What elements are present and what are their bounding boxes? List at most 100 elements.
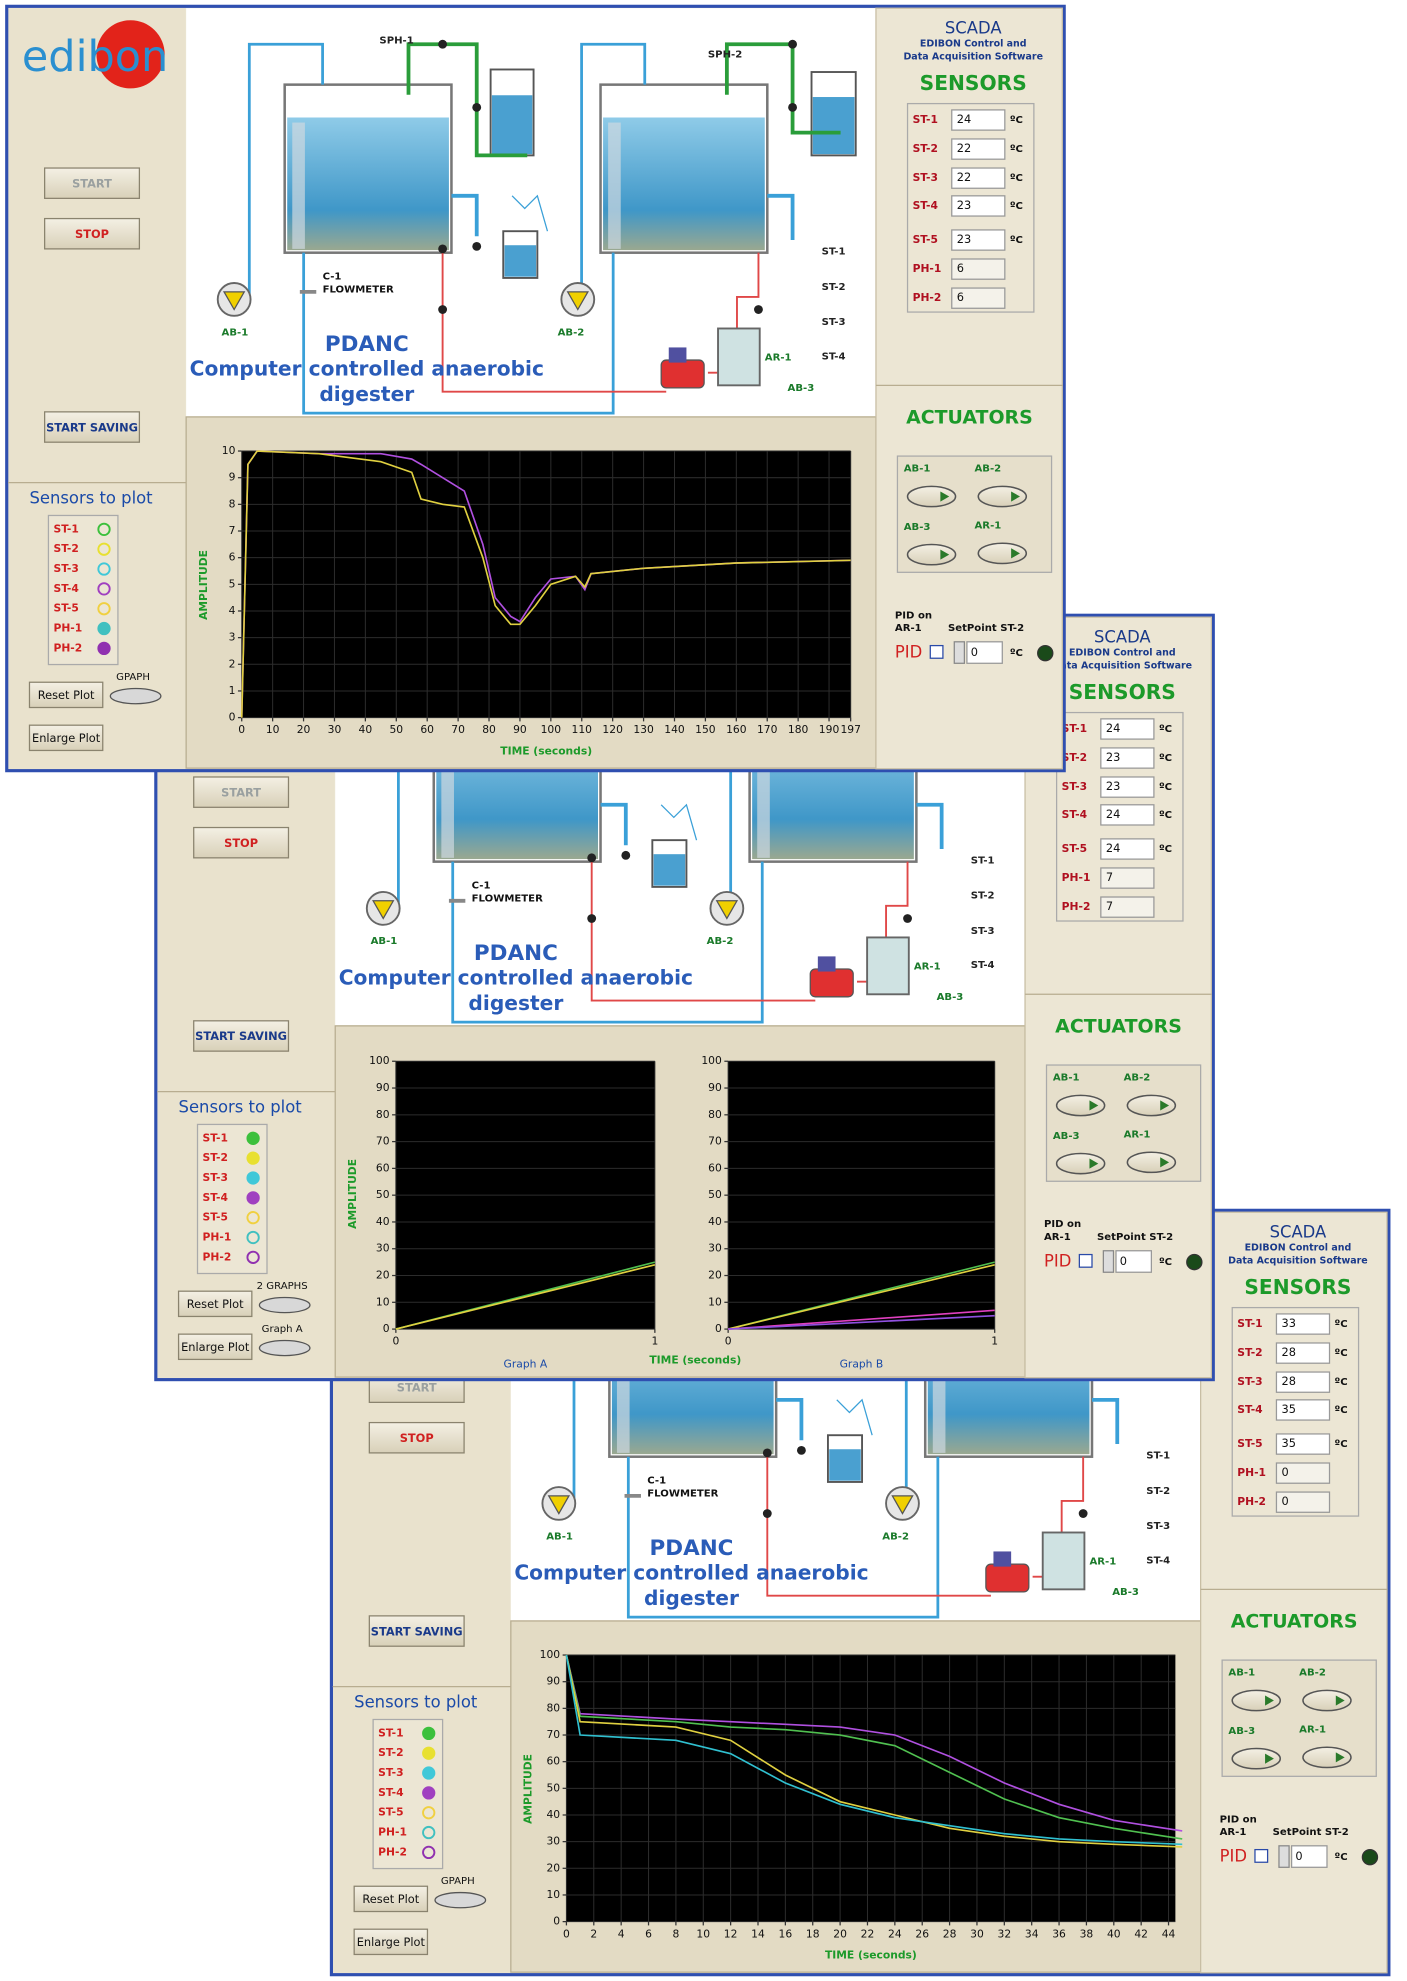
- sensor-value-box: [1275, 1462, 1331, 1484]
- diagram-label: AR-1: [765, 353, 792, 364]
- reset-plot-button[interactable]: [28, 681, 104, 709]
- plot-sensor-led[interactable]: [422, 1746, 436, 1760]
- actuator-button[interactable]: [1231, 1689, 1281, 1712]
- setpoint-spinner[interactable]: [1102, 1250, 1115, 1273]
- setpoint-spinner[interactable]: [953, 641, 966, 664]
- pid-checkbox[interactable]: [929, 644, 944, 659]
- plot-sensor-led[interactable]: [422, 1806, 436, 1820]
- start-button[interactable]: [193, 776, 290, 808]
- plot-sensor-led[interactable]: [246, 1191, 260, 1205]
- toggle-switch[interactable]: [258, 1339, 311, 1357]
- x-tick-label: 34: [1025, 1927, 1039, 1940]
- sensor-unit: ºC: [1159, 782, 1172, 793]
- actuator-button[interactable]: [1055, 1094, 1106, 1117]
- plot-sensor-led[interactable]: [246, 1211, 260, 1225]
- scada-subtitle: EDIBON Control and: [920, 39, 1027, 50]
- start-button[interactable]: [44, 167, 141, 199]
- sensor-unit: ºC: [1159, 844, 1172, 855]
- start-saving-button[interactable]: [368, 1615, 465, 1647]
- reset-plot-button[interactable]: [177, 1290, 253, 1318]
- plot-sensor-led[interactable]: [246, 1250, 260, 1264]
- plot-sensor-name: ST-1: [53, 522, 78, 535]
- valve: [472, 241, 482, 251]
- pipe: [247, 42, 324, 300]
- actuator-button[interactable]: [1126, 1094, 1177, 1117]
- pipe: [776, 1397, 804, 1441]
- start-saving-button[interactable]: [193, 1020, 290, 1052]
- plot-sensor-led[interactable]: [97, 641, 111, 656]
- small-tank-water: [504, 245, 537, 277]
- plot-sensor-led[interactable]: [422, 1766, 436, 1780]
- sensor-value: 7: [1106, 870, 1113, 884]
- x-tick-label: 160: [726, 723, 747, 736]
- stop-button[interactable]: [44, 217, 141, 250]
- sensor-value-box: [1100, 804, 1155, 826]
- stop-button[interactable]: [193, 826, 290, 859]
- actuator-label: AB-1: [904, 464, 931, 475]
- x-tick-label: 18: [806, 1927, 820, 1940]
- plot-sensor-led[interactable]: [97, 562, 111, 576]
- setpoint-spinner[interactable]: [1278, 1845, 1290, 1868]
- setpoint-box[interactable]: [1115, 1250, 1153, 1273]
- y-tick-label: 9: [229, 471, 236, 484]
- plot-sensor-led[interactable]: [422, 1786, 436, 1800]
- sensors-to-plot-box: [196, 1123, 268, 1275]
- y-tick-label: 10: [546, 1888, 560, 1901]
- plot-sensor-led[interactable]: [422, 1845, 436, 1860]
- reset-plot-button[interactable]: [353, 1885, 429, 1913]
- actuator-button[interactable]: [1231, 1747, 1281, 1770]
- plot-sensor-led[interactable]: [97, 621, 111, 636]
- plot-sensor-led[interactable]: [246, 1171, 260, 1185]
- plot-sensor-led[interactable]: [97, 602, 111, 616]
- actuator-button[interactable]: [977, 485, 1028, 508]
- sensor-name: PH-1: [1062, 871, 1091, 884]
- plot-sensor-led[interactable]: [422, 1825, 436, 1840]
- data-line: [565, 1654, 1183, 1832]
- plot-sensor-led[interactable]: [97, 522, 111, 536]
- plot-sensor-led[interactable]: [422, 1726, 436, 1741]
- plot-sensor-led[interactable]: [97, 582, 111, 596]
- actuator-button[interactable]: [1126, 1151, 1177, 1174]
- enlarge-plot-button[interactable]: [177, 1333, 253, 1361]
- sensor-value: 28: [1282, 1374, 1296, 1388]
- actuator-button[interactable]: [906, 485, 957, 508]
- valve: [587, 914, 597, 923]
- pump-rotor: [547, 1495, 571, 1515]
- toggle-switch[interactable]: [109, 687, 162, 705]
- actuator-button[interactable]: [1055, 1152, 1106, 1175]
- plot-sensor-led[interactable]: [246, 1131, 260, 1145]
- actuator-button[interactable]: [977, 542, 1028, 565]
- pid-checkbox[interactable]: [1078, 1253, 1093, 1268]
- setpoint-box[interactable]: [1290, 1845, 1328, 1868]
- actuator-button[interactable]: [906, 543, 957, 566]
- plot-sensor-name: ST-4: [53, 582, 78, 595]
- diagram-label: FLOWMETER: [323, 284, 394, 295]
- x-tick-label: 0: [238, 723, 245, 736]
- plot-sensor-led[interactable]: [246, 1151, 260, 1165]
- setpoint-box[interactable]: [966, 641, 1003, 664]
- toggle-switch[interactable]: [434, 1891, 487, 1909]
- actuator-button[interactable]: [1302, 1746, 1352, 1769]
- enlarge-plot-button[interactable]: [28, 724, 104, 752]
- stop-button[interactable]: [368, 1421, 465, 1454]
- y-tick-label: 0: [229, 711, 236, 724]
- x-tick-label: 0: [563, 1927, 570, 1940]
- toggle-switch[interactable]: [258, 1296, 311, 1314]
- pid-checkbox[interactable]: [1254, 1848, 1269, 1863]
- plot-sensor-name: ST-3: [53, 562, 78, 575]
- y-tick-label: 20: [376, 1269, 390, 1282]
- y-tick-label: 30: [708, 1242, 722, 1255]
- x-tick-label: 38: [1080, 1927, 1094, 1940]
- plot-sensor-led[interactable]: [97, 542, 111, 556]
- motor-head: [817, 956, 836, 972]
- start-saving-button[interactable]: [44, 411, 141, 443]
- sensor-name: ST-2: [913, 142, 938, 155]
- actuator-button[interactable]: [1302, 1689, 1352, 1712]
- y-tick-label: 20: [546, 1861, 560, 1874]
- enlarge-plot-button[interactable]: [353, 1928, 429, 1956]
- sensor-value-box: [1100, 776, 1155, 798]
- plot-sensor-name: PH-2: [203, 1250, 232, 1263]
- sensor-value-box: [951, 109, 1006, 131]
- plot-sensor-led[interactable]: [246, 1230, 260, 1245]
